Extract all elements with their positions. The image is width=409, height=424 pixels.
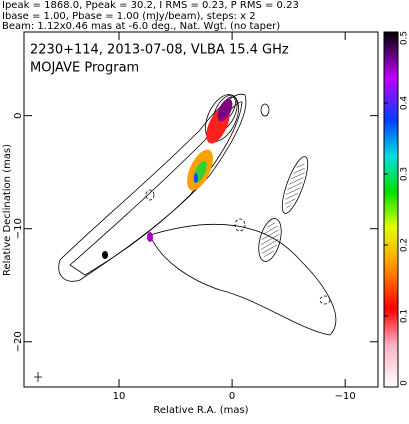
x-tick-label: 0 (229, 391, 235, 402)
colorbar-tick-label: 0 (400, 380, 409, 386)
header-line: Beam: 1.12x0.46 mas at -6.0 deg., Nat. W… (2, 21, 280, 32)
contours (58, 93, 337, 336)
header-line: Ipeak = 1868.0, Ppeak = 30.2, I RMS = 0.… (2, 0, 299, 11)
colorbar-tick-label: 0.2 (400, 238, 409, 252)
y-tick-label: −20 (13, 331, 24, 352)
intensity-color (102, 98, 305, 259)
x-axis-label: Relative R.A. (mas) (153, 405, 248, 416)
colorbar-tick-label: 0.4 (400, 96, 409, 111)
header-line: Ibase = 1.00, Pbase = 1.00 (mJy/beam), s… (2, 11, 256, 22)
y-axis-label: Relative Declination (mas) (2, 144, 13, 276)
colorbar (383, 31, 399, 388)
colorbar-tick-label: 0.3 (400, 167, 409, 181)
beam (34, 372, 42, 382)
x-tick-label: 10 (113, 391, 126, 402)
y-tick-label: 0 (13, 112, 24, 118)
annotation: MOJAVE Program (30, 61, 139, 76)
x-tick-label: −10 (335, 391, 356, 402)
colorbar-tick-label: 0.1 (400, 309, 409, 323)
y-tick-label: −10 (13, 218, 24, 239)
plot-frame (23, 31, 379, 388)
colorbar-tick-label: 0.5 (400, 31, 409, 45)
annotation: 2230+114, 2013-07-08, VLBA 15.4 GHz (30, 43, 289, 58)
